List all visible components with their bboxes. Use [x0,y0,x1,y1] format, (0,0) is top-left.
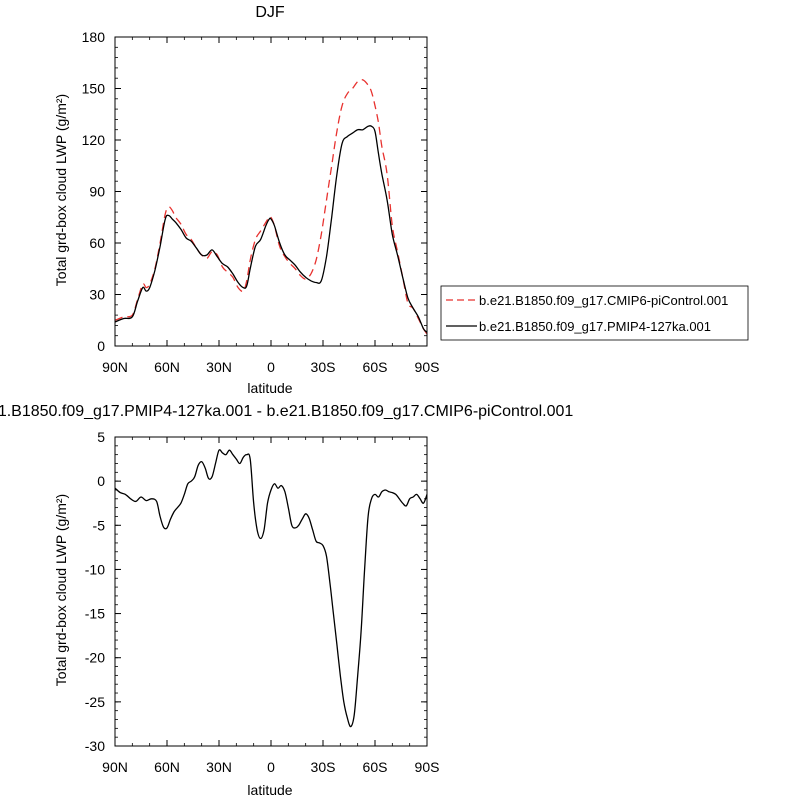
top-x-tick-label: 30N [206,359,232,375]
top-chart-marks: 0 30 60 90 120 150 180 90N 60N 30N 0 30S 60S 90S [82,29,440,375]
top-chart-title: DJF [255,4,285,21]
legend-entry-picontrol: b.e21.B1850.f09_g17.CMIP6-piControl.001 [446,293,728,308]
bottom-y-tick-label: -25 [85,694,105,710]
bottom-chart-marks: 5 0 -5 -10 -15 -20 -25 -30 90N 60N 30N 0 30S 60S 90S [85,429,440,775]
top-x-tick-label: 0 [267,359,275,375]
bottom-x-tick-label: 0 [267,759,275,775]
bottom-x-tick-label: 60N [154,759,180,775]
bottom-x-tick-label: 30S [311,759,336,775]
top-series-line-1 [114,125,428,333]
legend-label-picontrol: b.e21.B1850.f09_g17.CMIP6-piControl.001 [479,293,728,308]
top-x-tick-label: 30S [311,359,336,375]
bottom-y-tick-label: 0 [97,473,105,489]
bottom-panel: b.e21.B1850.f09_g17.PMIP4-127ka.001 - b.… [0,403,573,798]
top-y-axis-label: Total grd-box cloud LWP (g/m²) [53,94,69,286]
bottom-y-tick-label: 5 [97,429,105,445]
top-y-tick-label: 90 [89,184,105,200]
bottom-y-tick-label: -10 [85,561,105,577]
bottom-y-axis-label: Total grd-box cloud LWP (g/m²) [53,494,69,686]
top-plot-frame [114,36,428,347]
bottom-x-tick-label: 90S [415,759,440,775]
bottom-x-tick-label: 90N [102,759,128,775]
top-x-tick-label: 90N [102,359,128,375]
top-y-tick-label: 180 [82,29,106,45]
bottom-chart-title: b.e21.B1850.f09_g17.PMIP4-127ka.001 - b.… [0,403,573,420]
top-y-tick-label: 120 [82,132,106,148]
legend-entry-pmip4: b.e21.B1850.f09_g17.PMIP4-127ka.001 [446,319,711,334]
legend: b.e21.B1850.f09_g17.CMIP6-piControl.001 … [440,285,749,341]
top-y-tick-label: 150 [82,81,106,97]
top-x-axis-label: latitude [247,380,292,396]
top-y-tick-label: 60 [89,235,105,251]
top-x-tick-label: 60S [363,359,388,375]
bottom-y-tick-label: -20 [85,650,105,666]
bottom-x-axis-label: latitude [247,782,292,798]
top-y-tick-label: 0 [97,338,105,354]
bottom-series-line-0 [114,449,428,728]
bottom-y-tick-label: -5 [93,517,106,533]
top-x-tick-label: 90S [415,359,440,375]
bottom-x-tick-label: 60S [363,759,388,775]
top-y-tick-label: 30 [89,287,105,303]
bottom-y-tick-label: -15 [85,606,105,622]
top-series-line-0 [114,79,428,335]
legend-label-pmip4: b.e21.B1850.f09_g17.PMIP4-127ka.001 [479,319,711,334]
bottom-y-tick-label: -30 [85,738,105,754]
top-x-tick-label: 60N [154,359,180,375]
legend-box [440,285,749,341]
bottom-plot-frame [114,436,428,747]
bottom-x-tick-label: 30N [206,759,232,775]
